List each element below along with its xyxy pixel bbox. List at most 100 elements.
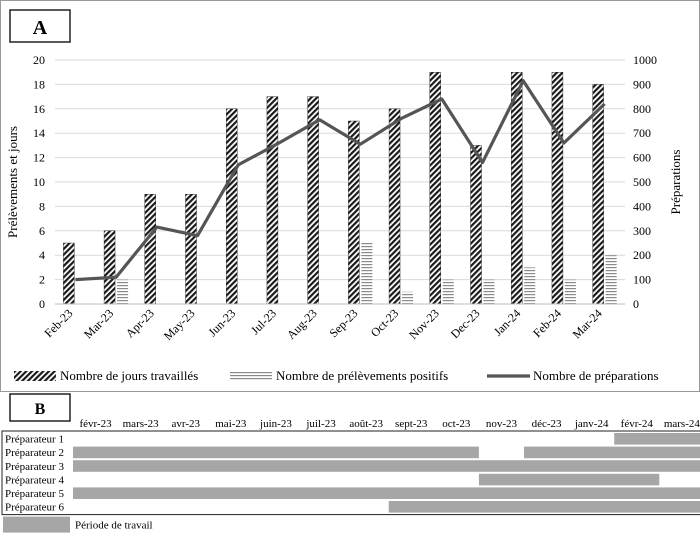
- preparateur-label: Préparateur 1: [5, 434, 64, 446]
- month-label: févr-23: [79, 418, 112, 430]
- y-tick-label: 12: [33, 151, 45, 165]
- y-tick-label: 20: [33, 53, 45, 67]
- x-tick-label: Mar-23: [81, 306, 116, 341]
- bar-prelevements-positifs: [524, 267, 536, 304]
- month-label: oct-23: [442, 418, 471, 430]
- month-label: mars-23: [123, 418, 160, 430]
- preparateur-label: Préparateur 6: [5, 502, 64, 514]
- legend-swatch-jours: [14, 371, 56, 381]
- y-tick-label: 2: [39, 273, 45, 287]
- bar-prelevements-positifs: [605, 255, 617, 304]
- x-tick-label: Mar-24: [570, 306, 605, 341]
- month-label: févr-24: [621, 418, 654, 430]
- x-tick-label: Feb-23: [42, 306, 76, 340]
- panel-b-label: B: [35, 401, 46, 418]
- y2-tick-label: 400: [633, 199, 651, 213]
- panel-b-frame: [1, 430, 700, 516]
- y2-tick-label: 1000: [633, 53, 657, 67]
- x-tick-label: Jul-23: [248, 306, 279, 337]
- y-tick-label: 4: [39, 248, 45, 262]
- bar-prelevements-positifs: [483, 279, 495, 304]
- work-period-bar: [73, 446, 479, 459]
- work-period-bar: [614, 433, 700, 445]
- month-label: août-23: [349, 418, 383, 430]
- y-tick-label: 16: [33, 102, 45, 116]
- bar-jours-travailles: [470, 145, 482, 305]
- work-period-bar: [388, 501, 700, 513]
- x-tick-label: Feb-24: [530, 306, 564, 340]
- bar-jours-travailles: [266, 96, 279, 305]
- bar-jours-travailles: [185, 193, 197, 305]
- y2-tick-label: 0: [633, 297, 639, 311]
- month-label: sept-23: [395, 418, 428, 430]
- legend-label-jours: Nombre de jours travaillés: [60, 368, 198, 383]
- y2-tick-label: 100: [633, 273, 651, 287]
- y2-tick-label: 200: [633, 248, 651, 262]
- chart-b: B févr-23 mars-23 avr-23 mai-23 juin-23 juil-…: [1, 393, 700, 533]
- y2-tick-label: 300: [633, 224, 651, 238]
- month-label: nov-23: [486, 418, 518, 430]
- y-tick-label: 10: [33, 175, 45, 189]
- bar-prelevements-positifs: [442, 279, 454, 304]
- legend-label-work: Période de travail: [75, 520, 153, 532]
- bar-jours-travailles: [63, 242, 75, 305]
- bar-prelevements-positifs: [402, 291, 414, 304]
- month-label: mai-23: [215, 418, 247, 430]
- bar-prelevements-positifs: [361, 243, 373, 304]
- work-period-bar: [73, 487, 700, 499]
- x-tick-label: Nov-23: [406, 306, 442, 342]
- bar-jours-travailles: [144, 193, 156, 305]
- y2-tick-label: 500: [633, 175, 651, 189]
- x-tick-label: Apr-23: [123, 306, 157, 340]
- y-tick-label: 8: [39, 199, 45, 213]
- x-tick-label: Jun-23: [205, 306, 238, 339]
- y-tick-label: 6: [39, 224, 45, 238]
- work-period-bar: [73, 460, 700, 472]
- x-tick-label: Sep-23: [327, 306, 361, 340]
- preparateur-label: Préparateur 2: [5, 447, 64, 459]
- bar-prelevements-positifs: [564, 279, 576, 304]
- legend-label-prelevements: Nombre de prélèvements positifs: [276, 368, 448, 383]
- month-label: janv-24: [574, 418, 609, 430]
- month-label: juil-23: [305, 418, 336, 430]
- bar-jours-travailles: [511, 71, 523, 305]
- bar-jours-travailles: [551, 71, 564, 305]
- panel-a-label: A: [33, 17, 48, 39]
- x-tick-label: Dec-23: [448, 306, 483, 341]
- y2-tick-label: 900: [633, 77, 651, 91]
- x-tick-label: Aug-23: [284, 306, 320, 342]
- y-tick-label: 0: [39, 297, 45, 311]
- preparateur-label: Préparateur 5: [5, 488, 64, 500]
- y2-tick-label: 800: [633, 102, 651, 116]
- x-tick-label: Oct-23: [368, 306, 401, 339]
- y2-tick-label: 600: [633, 151, 651, 165]
- chart-a: A 0 0 2 100 4 200 6 300 8 400 10 500 12 600 14 700 16 800…: [0, 0, 700, 392]
- panel-b-box: [9, 393, 71, 422]
- x-tick-label: May-23: [161, 306, 198, 343]
- bar-prelevements-positifs: [117, 279, 129, 304]
- bar-jours-travailles: [307, 96, 319, 305]
- month-label: mars-24: [664, 418, 700, 430]
- work-period-bar: [524, 446, 700, 459]
- panel-a-box: [9, 9, 71, 43]
- bar-jours-travailles: [226, 108, 238, 305]
- legend-label-preparations: Nombre de préparations: [533, 368, 659, 383]
- month-label: juin-23: [259, 418, 292, 430]
- bar-jours-travailles: [388, 108, 401, 305]
- bar-jours-travailles: [348, 120, 360, 305]
- month-label: avr-23: [172, 418, 201, 430]
- bar-jours-travailles: [592, 84, 604, 305]
- preparateur-label: Préparateur 4: [5, 474, 64, 486]
- legend-swatch-prelevements: [230, 371, 272, 381]
- preparateur-label: Préparateur 3: [5, 461, 64, 473]
- x-tick-label: Jan-24: [491, 306, 524, 339]
- legend-swatch-work: [3, 516, 70, 533]
- y-axis-label: Prélèvements et jours: [5, 126, 20, 238]
- y2-axis-label: Préparations: [668, 150, 683, 215]
- y2-tick-label: 700: [633, 126, 651, 140]
- bar-jours-travailles: [103, 230, 116, 305]
- y-tick-label: 18: [33, 77, 45, 91]
- y-tick-label: 14: [33, 126, 45, 140]
- month-label: déc-23: [532, 418, 562, 430]
- bar-jours-travailles: [429, 71, 441, 305]
